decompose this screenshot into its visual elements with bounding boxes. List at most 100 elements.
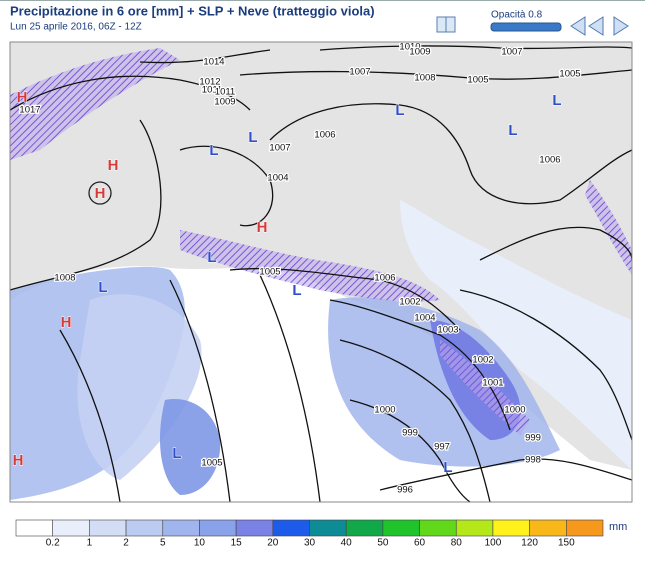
isobar [329, 299, 511, 431]
isobar-label: 1014 [203, 57, 224, 68]
pressure-center: L [395, 102, 404, 119]
isobar-label: 996 [397, 485, 413, 496]
isobar [379, 458, 632, 491]
legend-label: 150 [558, 538, 575, 549]
pressure-center: L [443, 459, 452, 476]
isobar-label: 1008 [54, 273, 75, 284]
isobar-label: 1009 [214, 97, 235, 108]
isobar-label: 1006 [374, 273, 395, 284]
isobar [479, 226, 632, 261]
isobar-label: 1005 [559, 69, 580, 80]
legend-swatch [492, 519, 530, 537]
legend-swatch [566, 519, 604, 537]
isobar-label: 1000 [374, 405, 395, 416]
pressure-center: L [292, 282, 301, 299]
pressure-center: L [207, 249, 216, 266]
pressure-center: L [552, 92, 561, 109]
isobar-label: 997 [434, 442, 450, 453]
isobar [10, 119, 162, 291]
isobar [339, 339, 491, 502]
toolbar: Opacità 0.8 [436, 10, 629, 36]
legend-label: 120 [521, 538, 538, 549]
opacity-slider[interactable] [490, 22, 562, 32]
isobar [139, 49, 271, 64]
isobar-label: 1001 [482, 378, 503, 389]
legend-label: 80 [451, 538, 463, 549]
isobar-label: 1011 [215, 87, 235, 98]
pressure-center: H [108, 157, 119, 174]
isobar-label: 1007 [349, 67, 370, 78]
isobar-label: 1006 [314, 130, 335, 141]
pressure-ring [88, 181, 112, 205]
isobar-label: 1007 [501, 47, 522, 58]
map-frame [9, 41, 633, 503]
legend-unit: mm [609, 521, 627, 533]
legend-swatch [125, 519, 164, 537]
isobar [179, 145, 274, 227]
legend-swatch [89, 519, 127, 537]
pressure-center: H [257, 219, 268, 236]
legend-swatch [455, 519, 494, 537]
legend-swatch [529, 519, 567, 537]
precip-west-inner [77, 294, 202, 480]
legend-label: 1 [87, 538, 93, 549]
pressure-center: H [95, 185, 106, 202]
prev-button[interactable] [588, 16, 604, 36]
isobar-label: 1008 [414, 73, 435, 84]
isobar-label: 1009 [409, 47, 430, 58]
isobar-label: 1004 [267, 173, 288, 184]
isobar [259, 274, 321, 502]
legend-label: 15 [231, 538, 243, 549]
legend-label: 0.2 [46, 538, 60, 549]
legend-swatch [52, 519, 90, 537]
legend-label: 5 [160, 538, 166, 549]
legend-label: 20 [267, 538, 279, 549]
legend-swatch [162, 519, 200, 537]
isobar [239, 69, 632, 80]
isobar [169, 279, 231, 502]
isobar-label: 1011 [202, 85, 222, 96]
legend-label: 2 [123, 538, 129, 549]
opacity-label: Opacità 0.8 [491, 10, 543, 21]
isobar-label: 1007 [269, 143, 290, 154]
next-button[interactable] [613, 16, 629, 36]
isobar [59, 329, 121, 502]
isobar-label: 1003 [437, 325, 458, 336]
snow-apennines [180, 230, 440, 302]
legend-label: 60 [414, 538, 426, 549]
precip-corsica [160, 399, 221, 495]
title: Precipitazione in 6 ore [mm] + SLP + Nev… [10, 3, 375, 18]
subtitle: Lun 25 aprile 2016, 06Z - 12Z [10, 22, 142, 33]
isobar-label: 999 [402, 428, 418, 439]
legend-swatch [345, 519, 384, 537]
isobar [349, 399, 471, 502]
pressure-center: H [17, 89, 28, 106]
legend-swatch [309, 519, 347, 537]
first-button[interactable] [570, 16, 586, 36]
legend: 0.2 1 2 5 10 15 20 30 40 50 60 80 100 120 150 mm [15, 519, 627, 549]
legend-swatch [419, 519, 457, 537]
legend-label: 30 [304, 538, 316, 549]
isobar [459, 289, 632, 441]
isobar-label: 1005 [467, 75, 488, 86]
isobar [319, 45, 632, 51]
isobar-label: 1005 [259, 267, 280, 278]
pressure-center: L [172, 445, 181, 462]
sea-adriatic [400, 200, 632, 470]
pressure-center: H [13, 452, 24, 469]
legend-swatch [382, 519, 420, 537]
pressure-center: L [98, 279, 107, 296]
legend-label: 10 [194, 538, 206, 549]
isobar-label: 1017 [19, 105, 40, 116]
isobar [229, 268, 461, 331]
isobar-label: 1010 [399, 42, 420, 53]
legend-label: 100 [485, 538, 502, 549]
isobar [269, 103, 632, 205]
isobar-label: 1000 [504, 405, 525, 416]
isobar-label: 1012 [199, 77, 220, 88]
legend-swatch [15, 519, 53, 537]
pressure-center: L [248, 129, 257, 146]
isobar-label: 1004 [414, 313, 435, 324]
